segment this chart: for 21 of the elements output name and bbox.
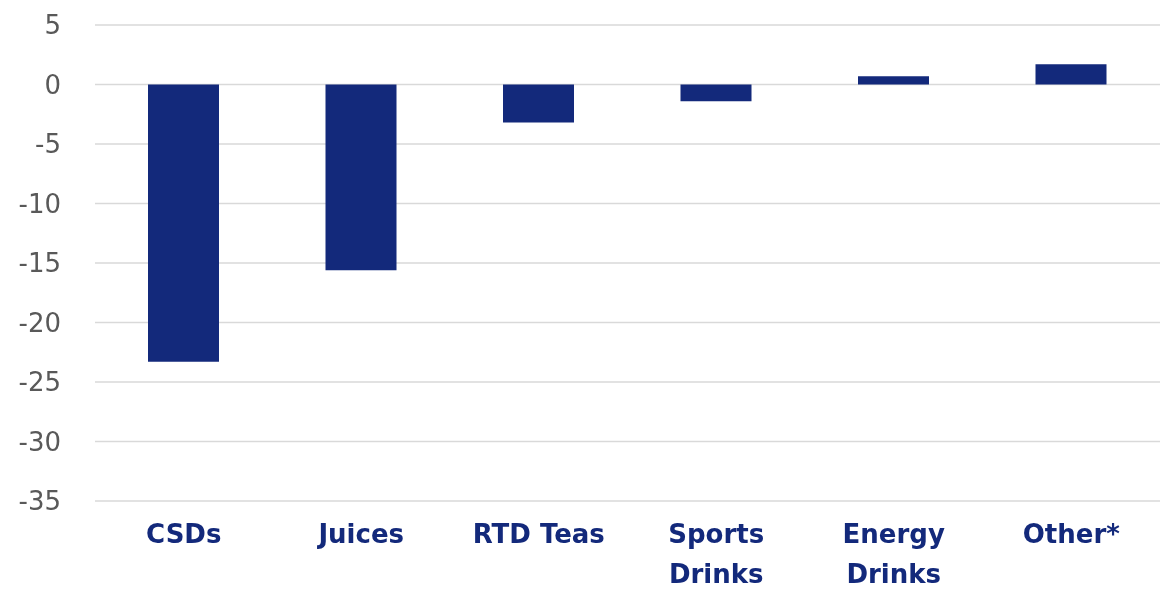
y-tick-label: 5 xyxy=(44,10,61,41)
x-tick-label: Other* xyxy=(1022,519,1121,549)
y-tick-label: -5 xyxy=(35,129,61,160)
x-tick-label: Juices xyxy=(316,519,405,549)
y-tick-label: -10 xyxy=(18,188,61,219)
x-tick-label: CSDs xyxy=(146,519,222,549)
y-tick-label: -25 xyxy=(18,367,61,398)
x-tick-label: Energy Drinks xyxy=(842,519,945,589)
x-tick-label: RTD Teas xyxy=(472,519,605,549)
bar xyxy=(325,84,397,271)
bar xyxy=(680,84,752,102)
y-tick-label: 0 xyxy=(44,69,61,100)
x-tick-label: Sports Drinks xyxy=(668,519,765,589)
bar xyxy=(858,76,929,85)
bar xyxy=(503,84,574,123)
y-tick-label: -35 xyxy=(18,486,61,517)
y-tick-label: -20 xyxy=(18,307,61,338)
y-tick-label: -30 xyxy=(18,426,61,457)
bar xyxy=(1035,64,1107,85)
y-tick-label: -15 xyxy=(18,248,61,279)
bar xyxy=(148,84,219,362)
